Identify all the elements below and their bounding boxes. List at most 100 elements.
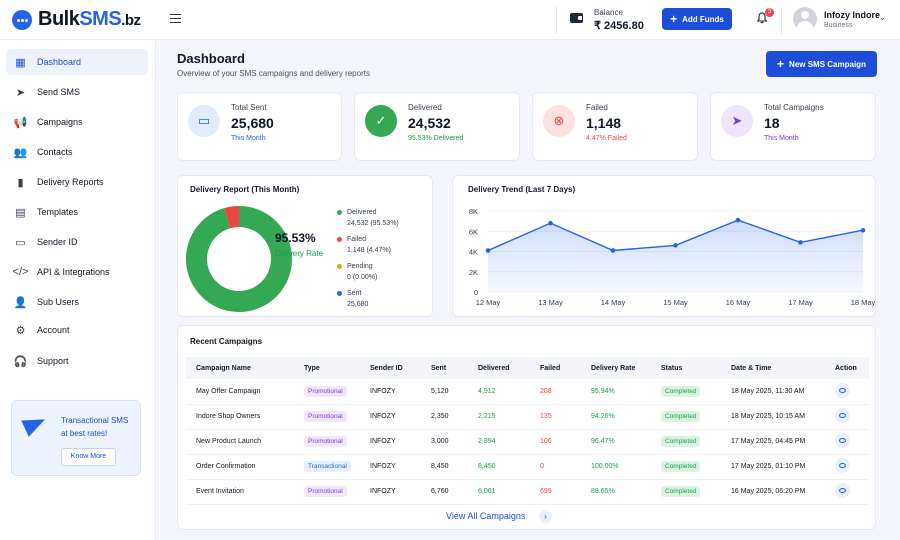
delivered-count: 2,215 [468,404,530,430]
column-header[interactable]: Sent [431,364,447,372]
action-cell [825,404,869,430]
document-icon: ▤ [15,206,26,219]
delivery-rate: 100.00% [581,454,651,480]
trend-point [860,227,866,233]
table-row[interactable]: Indore Shop Owners Promotional INFOZY 2,… [186,404,869,430]
table-row[interactable]: May Offer Campaign Promotional INFOZY 5,… [186,379,869,405]
failed-count: 106 [530,429,581,455]
new-campaign-button[interactable]: + New SMS Campaign [766,51,877,77]
user-name[interactable]: Infozy Indore [824,10,880,20]
stat-value: 18 [764,115,780,131]
card-title: Delivery Report (This Month) [190,185,300,194]
trend-point [798,240,803,245]
legend-dot [337,210,342,215]
action-cell [825,479,869,505]
column-header[interactable]: Delivered [478,364,510,372]
trend-point [673,243,678,248]
y-tick-label: 8K [469,207,478,216]
column-header[interactable]: Failed [540,364,561,372]
trend-point [610,248,616,253]
table-row[interactable]: New Product Launch Promotional INFOZY 3,… [186,429,869,455]
sidebar-item-campaigns[interactable]: 📢 Campaigns [13,116,83,129]
stat-value: 1,148 [586,115,622,131]
gear-icon: ⚙ [15,324,26,337]
x-circle-icon: ⊗ [543,105,575,137]
grid-icon: ▦ [15,56,26,69]
date-time: 18 May 2025, 11:30 AM [721,379,825,405]
stat-card-total-campaigns: ➤ Total Campaigns 18 This Month [710,92,876,161]
recent-campaigns-card: Recent Campaigns Campaign Name Type Send… [177,325,876,530]
bell-icon[interactable] [756,12,768,24]
logo[interactable]: BulkSMS.bz [12,8,141,31]
stat-value: 25,680 [231,115,274,131]
type-cell: Promotional [294,479,360,505]
paper-plane-icon: ➤ [721,105,753,137]
eye-icon[interactable] [835,483,850,498]
know-more-button[interactable]: Know More [61,448,116,466]
delivery-rate-label: Delivery Rate [275,249,324,258]
delivery-rate: 95.94% [581,379,651,405]
chevron-right-icon[interactable]: › [539,510,552,523]
megaphone-icon: 📢 [13,116,28,129]
code-icon: </> [12,266,29,278]
menu-toggle-icon[interactable] [170,14,181,23]
column-header[interactable]: Status [661,364,683,372]
type-badge: Promotional [304,486,347,497]
delivered-count: 8,450 [468,454,530,480]
card-title: Delivery Trend (Last 7 Days) [468,185,576,194]
table-row[interactable]: Event Invitation Promotional INFOZY 6,76… [186,479,869,505]
status-badge: Completed [661,461,701,472]
table-row[interactable]: Order Confirmation Transactional INFOZY … [186,454,869,480]
sidebar-item-support[interactable]: 🎧 Support [13,355,69,368]
delivered-count: 2,894 [468,429,530,455]
column-header[interactable]: Delivery Rate [591,364,636,372]
campaign-name[interactable]: Indore Shop Owners [186,404,294,430]
sidebar-item-dashboard[interactable]: ▦ Dashboard [6,49,148,75]
campaign-name[interactable]: New Product Launch [186,429,294,455]
sidebar-item-delivery-reports[interactable]: ▮ Delivery Reports [6,169,148,195]
type-cell: Transactional [294,454,360,480]
donut-slice-delivered [186,206,292,312]
stat-label: Failed [586,103,608,112]
status-cell: Completed [651,454,721,480]
brand-name: BulkSMS.bz [38,8,141,30]
type-badge: Promotional [304,385,347,397]
add-funds-button[interactable]: + Add Funds [662,8,732,30]
sidebar-item-templates[interactable]: ▤ Templates [15,206,79,219]
chevron-down-icon[interactable]: ⌄ [879,13,886,22]
eye-icon[interactable] [835,408,850,423]
view-all-campaigns-link[interactable]: View All Campaigns [446,511,526,521]
eye-icon[interactable] [835,458,850,473]
campaign-name[interactable]: Event Invitation [186,479,294,505]
sidebar-item-sub-users[interactable]: 👤 Sub Users [13,296,80,309]
delivery-rate: 96.47% [581,429,651,455]
sidebar-item-sender-id[interactable]: ▭ Sender ID [15,236,78,249]
eye-icon[interactable] [835,382,850,398]
eye-icon[interactable] [835,433,850,448]
campaign-name[interactable]: Order Confirmation [186,454,294,480]
stat-sub: This Month [764,135,799,142]
delivery-rate: 94.26% [581,404,651,430]
stat-card-total-sent: ▭ Total Sent 25,680 This Month [177,92,342,161]
type-cell: Promotional [294,429,360,455]
sidebar-item-send-sms[interactable]: ➤ Send SMS [15,86,81,99]
column-header[interactable]: Campaign Name [196,364,251,372]
headset-icon: 🎧 [13,355,28,368]
action-cell [825,379,869,405]
legend-pending: Pending 0 (0.00%) [337,261,377,283]
divider [556,6,557,34]
sidebar-item-api[interactable]: </> API & Integrations [12,266,110,278]
sidebar-item-account[interactable]: ⚙ Account [15,324,70,337]
sidebar-item-contacts[interactable]: 👥 Contacts [13,146,73,159]
column-header[interactable]: Date & Time [731,364,772,372]
delivery-rate-value: 95.53% [275,231,316,245]
type-badge: Transactional [304,461,351,472]
column-header[interactable]: Type [304,364,320,372]
action-cell [825,454,869,480]
delivery-trend-card: Delivery Trend (Last 7 Days) 0 2K 4K 6K 8K 12… [452,175,876,317]
campaign-name[interactable]: May Offer Campaign [186,379,294,405]
avatar[interactable] [793,7,817,31]
column-header[interactable]: Sender ID [370,364,403,372]
id-card-icon: ▭ [15,236,26,249]
x-tick-label: 17 May [788,298,813,307]
